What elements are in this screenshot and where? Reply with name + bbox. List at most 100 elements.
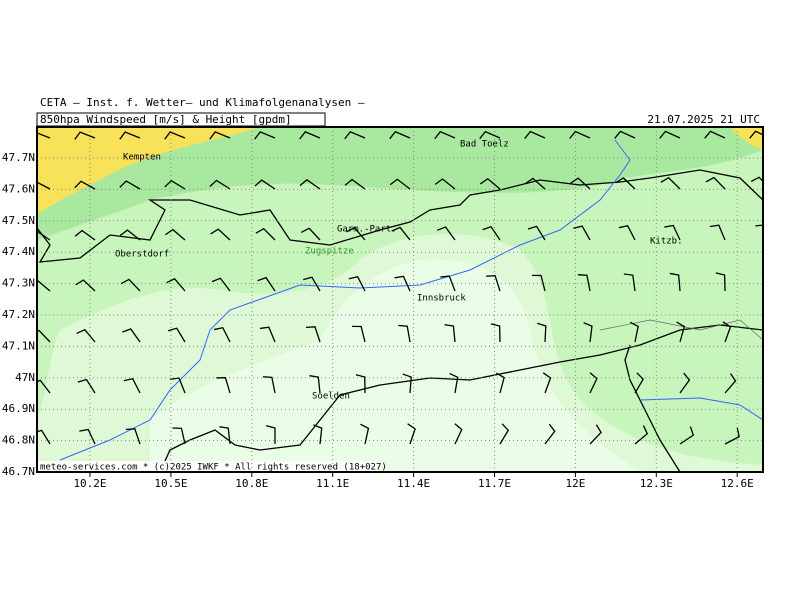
wind-barb [75,279,96,292]
fields [37,127,763,472]
wind-barb [165,228,186,241]
wind-barb [618,225,636,241]
wind-barb [704,130,726,139]
wind-barb [544,423,556,445]
wind-barb [266,425,276,445]
wind-barb [755,224,763,227]
wind-barb [705,176,726,190]
wind-barb [634,372,644,394]
y-tick-label: 47.1N [2,339,35,352]
wind-barb [119,180,141,190]
wind-barb [167,327,186,343]
wind-barb [724,427,740,445]
place-label: Garm.-Part. [337,225,397,235]
wind-barb [537,322,547,343]
wind-barb [355,374,366,394]
wind-barb [634,425,649,445]
field-low [37,127,260,215]
wind-barb [499,423,510,445]
wind-barb [125,428,141,445]
wind-barb [77,378,96,394]
x-tick-label: 12.3E [640,477,673,490]
wind-barb [724,373,737,394]
wind-barb [259,326,276,343]
border [37,169,763,263]
wind-barb [164,179,186,190]
wind-barb [164,131,186,140]
wind-barb [209,131,231,140]
y-tick-label: 46.7N [2,465,35,478]
wind-barb [542,372,552,394]
wind-barb [715,272,726,292]
wind-barb [676,321,686,343]
wind-barb [37,329,51,343]
wind-barb [436,226,456,241]
river [59,139,631,461]
wind-barb [305,326,321,343]
x-tick-label: 11.4E [397,477,430,490]
place-label: Kitzb. [650,237,683,247]
wind-barb [750,176,763,183]
y-tick-label: 46.8N [2,434,35,447]
x-tick-label: 12.6E [721,477,754,490]
wind-barb [254,131,276,140]
wind-barb [434,178,456,190]
place-label: Soelden [312,392,350,402]
x-tick-label: 12E [565,477,585,490]
wind-barb [722,321,732,343]
wind-barb [254,179,276,190]
field-weakest [150,259,640,472]
wind-barb [398,324,411,343]
wind-barb [37,181,51,190]
wind-barb [486,275,501,292]
barbs [37,130,763,445]
footer-bg [37,461,377,472]
wind-barb [79,428,96,445]
wind-barb [444,323,456,343]
wind-barb [402,373,412,394]
river [639,397,763,421]
wind-barb [394,275,411,292]
wind-barb [299,179,321,190]
wind-barb [166,278,186,292]
wind-barb [119,229,141,241]
wind-barb [262,376,276,394]
wind-barb [299,131,321,140]
wind-barb [209,179,231,190]
wind-barb [303,276,321,292]
wind-barb [389,178,411,190]
wind-barb [524,130,546,139]
wind-barb [210,228,231,241]
wind-barb [348,276,366,292]
wind-barb [589,372,598,394]
wind-barb [449,372,459,394]
wind-barb [119,131,141,140]
wind-barb [569,130,591,139]
y-tick-label: 46.9N [2,402,35,415]
wind-barb [389,130,411,140]
map-frame [36,126,764,473]
wind-barb [615,177,636,190]
wind-barb [37,429,51,445]
y-tick-label: 47N [15,371,35,384]
valid-time: 21.07.2025 21 UTC [647,113,760,126]
y-tick-label: 47.6N [2,182,35,195]
wind-barb [122,328,141,343]
wind-barb [391,226,411,241]
y-tick-label: 47.2N [2,308,35,321]
wind-barb [660,176,681,190]
wind-barb [679,372,691,394]
wind-barb [123,378,141,394]
product: 850hpa Windspeed [m/s] & Height [gpdm] [40,113,292,126]
wind-barb [346,227,366,241]
wind-barb [495,372,505,394]
wind-barb [76,328,96,343]
wind-barb [583,322,593,343]
place-label: Innsbruck [417,294,466,304]
wind-barb [216,377,231,394]
place-label: Oberstdorf [115,250,169,260]
wind-barb [255,227,276,241]
wind-barb [570,177,591,190]
y-tick-label: 47.5N [2,214,35,227]
